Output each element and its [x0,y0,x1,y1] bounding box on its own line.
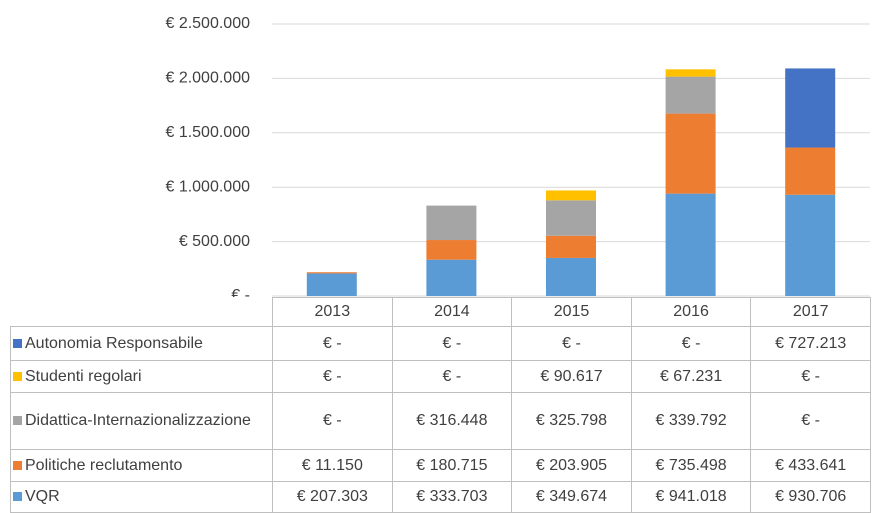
value-label: € 90.617 [511,360,632,393]
header-row: 2013 2014 2015 2016 2017 [10,297,871,327]
value-label: € 325.798 [511,392,632,450]
legend-cell: Studenti regolari [10,360,273,393]
legend-cell: Politiche reclutamento [10,449,273,482]
bar-segment [665,69,716,77]
legend-label: Politiche reclutamento [25,456,183,474]
value-label: € - [511,326,632,361]
bar-segment [665,193,716,296]
series-row: Autonomia Responsabile € - € - € - € - € 727.… [10,326,871,361]
bar-segment [426,205,477,241]
category-label: 2015 [511,297,632,327]
category-label: 2017 [750,297,871,327]
y-tick-label: € 2.500.000 [165,15,250,32]
value-label: € - [750,392,871,450]
bar-segment [665,76,716,114]
legend-cell: Autonomia Responsabile [10,326,273,361]
value-label: € 735.498 [630,449,752,482]
y-tick-label: € 500.000 [179,233,250,250]
value-label: € 433.641 [750,449,871,482]
bar-segment [306,272,357,274]
value-label: € 349.674 [511,481,632,513]
category-label: 2014 [391,297,513,327]
value-label: € - [391,326,513,361]
value-label: € 11.150 [272,449,393,482]
value-label: € 203.905 [511,449,632,482]
legend-swatch [13,492,22,501]
value-label: € 180.715 [391,449,513,482]
series-row: VQR € 207.303 € 333.703 € 349.674 € 941.018 €… [10,481,871,513]
y-tick-label: € 1.000.000 [165,178,250,195]
series-row: Didattica-Internazionalizzazione € - € 316… [10,392,871,450]
legend-swatch [13,338,22,348]
bar-segment [546,257,596,296]
value-label: € - [272,360,393,393]
chart: € - € 500.000 € 1.000.000 € 1.500.000 € 2.00… [165,15,870,297]
value-label: € 207.303 [272,481,393,513]
value-label: € - [272,326,393,361]
bar-segment [785,68,836,148]
bar-segment [546,235,596,258]
y-tick-label: € 1.500.000 [165,124,250,141]
legend-label: Studenti regolari [25,367,142,385]
value-label: € - [750,360,871,393]
value-label: € 333.703 [391,481,513,513]
bar-segment [426,240,477,260]
legend-swatch [13,460,22,470]
series-row: Politiche reclutamento € 11.150 € 180.715 €… [10,449,871,482]
legend-label: VQR [25,488,60,505]
bar-segment [665,113,716,194]
legend-cell: Didattica-Internazionalizzazione [10,392,273,450]
value-label: € 316.448 [391,392,513,450]
legend-swatch [13,416,22,425]
value-label: € 727.213 [750,326,871,361]
value-label: € 339.792 [630,392,752,450]
legend-cell: VQR [10,481,273,513]
bar-segment [426,259,477,296]
legend-label: Didattica-Internazionalizzazione [25,412,251,429]
bar-segment [546,190,596,201]
series-row: Studenti regolari € - € - € 90.617 € 67.231 €… [10,360,871,393]
category-label: 2013 [272,297,393,327]
y-tick-label: € - [231,287,250,297]
value-label: € 67.231 [630,360,752,393]
value-label: € - [391,360,513,393]
bar-segment [546,200,596,236]
data-table: 2013 2014 2015 2016 2017 Autonomia Responsabi… [10,297,871,513]
value-label: € 930.706 [750,481,871,513]
category-label: 2016 [630,297,752,327]
blank-cell [10,297,273,327]
legend-label: Autonomia Responsabile [25,334,203,352]
value-label: € - [272,392,393,450]
bar-segment [785,147,836,195]
y-tick-label: € 2.000.000 [165,70,250,87]
value-label: € 941.018 [630,481,752,513]
value-label: € - [630,326,752,361]
bar-segment [785,194,836,296]
legend-swatch [13,371,22,381]
bar-segment [306,273,357,296]
